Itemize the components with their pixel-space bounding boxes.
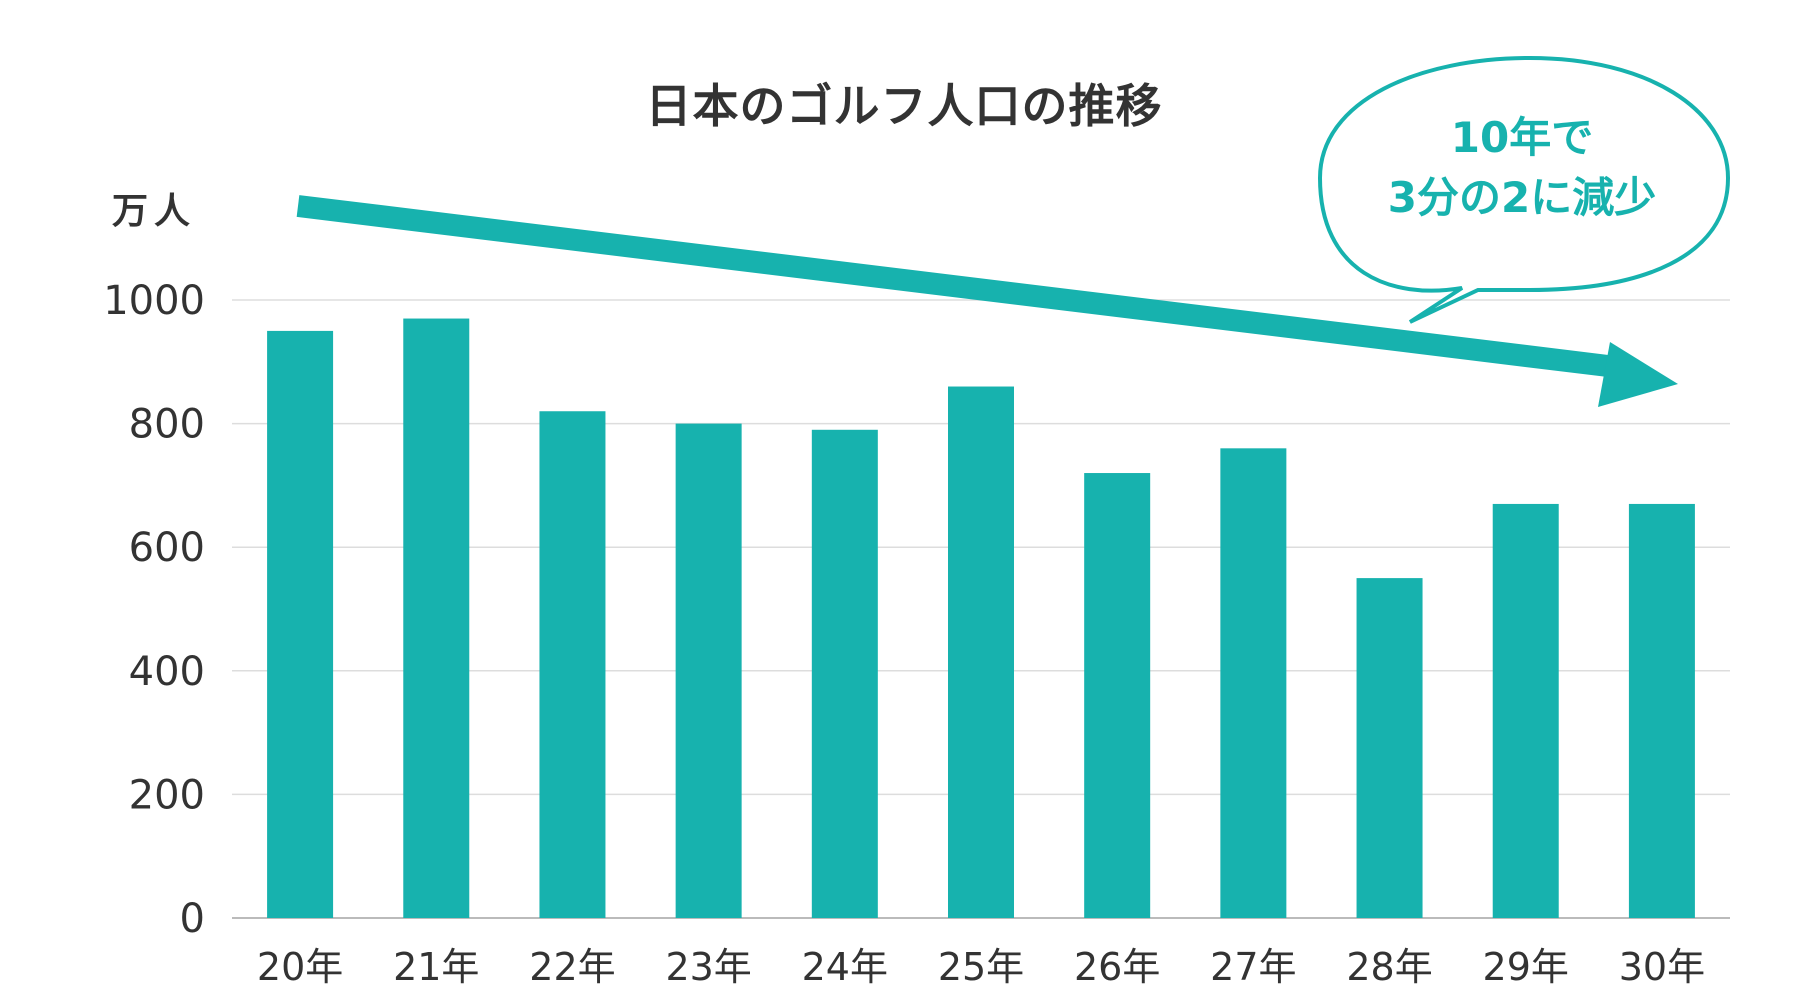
x-tick-label: 27年: [1210, 945, 1296, 989]
bar: [1084, 473, 1151, 918]
x-tick-label: 29年: [1483, 945, 1569, 989]
x-tick-label: 21年: [393, 945, 479, 989]
x-tick-label: 23年: [665, 945, 751, 989]
bar: [948, 386, 1014, 918]
bars: [267, 318, 1695, 918]
bar: [811, 429, 878, 918]
y-tick-label: 200: [129, 772, 205, 818]
x-tick-label: 24年: [802, 945, 888, 989]
bar: [1492, 503, 1559, 918]
x-tick-labels: 20年 21年 22年 23年 24年 25年 26年 27年 28年 29年 30年: [257, 945, 1705, 989]
speech-bubble: 10年で 3分の2に減少: [1317, 55, 1731, 324]
y-tick-label: 600: [129, 525, 205, 571]
x-tick-label: 20年: [257, 945, 343, 989]
x-tick-label: 22年: [529, 945, 615, 989]
y-tick-label: 1000: [103, 278, 205, 324]
annotation-line-1: 10年で: [1451, 113, 1593, 162]
trend-arrow: [296, 195, 1678, 407]
chart-title: 日本のゴルフ人口の推移: [645, 79, 1163, 133]
bar: [267, 330, 334, 918]
speech-bubble-shape: [1317, 55, 1731, 324]
bar: [675, 423, 742, 918]
x-tick-label: 28年: [1346, 945, 1432, 989]
bar: [1220, 448, 1287, 918]
x-tick-label: 26年: [1074, 945, 1160, 989]
y-axis-unit-label: 万人: [112, 191, 197, 232]
bar: [1356, 578, 1423, 918]
y-tick-label: 400: [129, 649, 205, 695]
y-tick-label: 800: [129, 402, 205, 448]
bar: [1628, 503, 1695, 918]
x-tick-label: 25年: [938, 945, 1024, 989]
trend-arrow-shaft: [296, 195, 1610, 377]
annotation-line-2: 3分の2に減少: [1388, 173, 1656, 222]
trend-arrow-head: [1598, 342, 1678, 407]
x-tick-label: 30年: [1619, 945, 1705, 989]
y-tick-labels: 0 200 400 600 800 1000: [103, 278, 205, 942]
y-tick-label: 0: [180, 896, 205, 942]
bar: [539, 411, 606, 918]
bar: [403, 318, 470, 918]
